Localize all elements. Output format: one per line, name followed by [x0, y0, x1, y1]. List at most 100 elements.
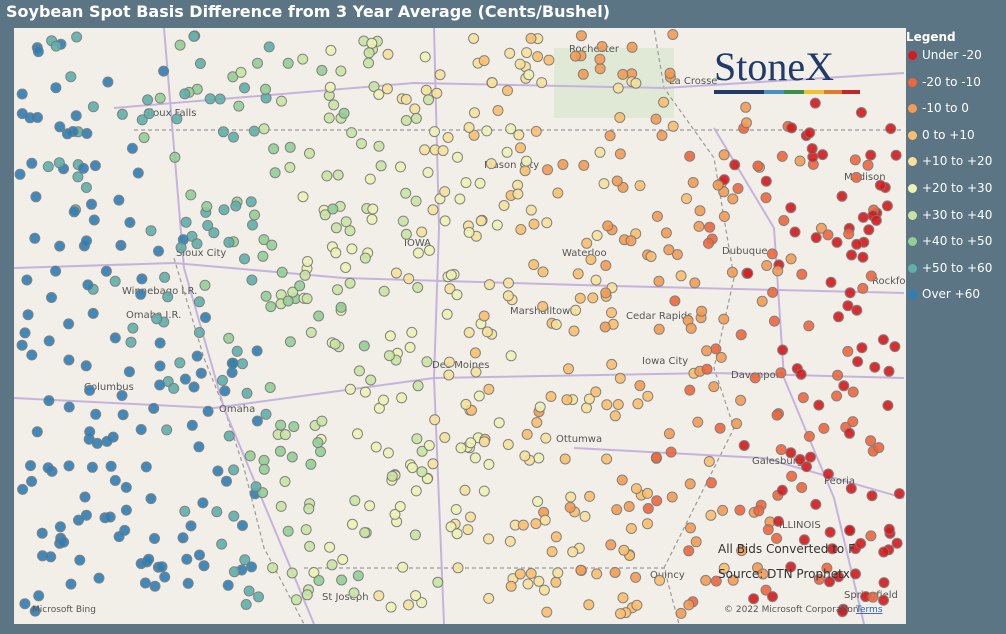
bid-dot: [328, 99, 340, 111]
bid-dot: [541, 217, 553, 229]
bid-dot: [771, 532, 783, 544]
bid-dot: [866, 490, 878, 502]
bid-dot: [63, 354, 75, 366]
bid-dot: [591, 230, 603, 241]
bid-dot: [316, 415, 328, 427]
bid-dot: [29, 232, 41, 244]
bid-dot: [583, 599, 595, 611]
bid-dot: [539, 514, 551, 526]
bid-dot: [654, 574, 666, 586]
bid-dot: [302, 256, 313, 267]
legend-swatch: [908, 237, 917, 247]
legend-swatch: [908, 263, 917, 273]
bid-dot: [478, 485, 490, 497]
bid-dot: [434, 69, 446, 81]
bid-dot: [241, 387, 253, 399]
bid-dot: [191, 350, 203, 362]
bid-dot: [437, 145, 449, 157]
bid-dot: [195, 367, 207, 379]
legend-title: Legend: [906, 30, 956, 44]
bid-dot: [502, 439, 514, 450]
bid-dot: [609, 567, 621, 578]
bid-dot: [837, 606, 848, 618]
bid-dot: [36, 527, 48, 539]
bid-dot: [258, 123, 270, 135]
bid-dot: [727, 193, 739, 205]
bid-dot: [282, 525, 294, 537]
bid-dot: [400, 228, 412, 240]
note: All Bids Converted to F: [718, 542, 855, 556]
bid-dot: [681, 193, 692, 205]
bid-dot: [154, 360, 166, 372]
bid-dot: [735, 394, 747, 406]
bid-dot: [596, 41, 608, 52]
bid-dot: [843, 228, 855, 240]
bid-dot: [429, 414, 441, 426]
bid-dot: [878, 546, 890, 558]
bid-dot: [54, 240, 66, 252]
bid-dot: [642, 390, 654, 402]
bid-dot: [243, 585, 255, 597]
bid-dot: [217, 374, 228, 386]
bid-dot: [180, 216, 192, 228]
bid-dot: [797, 392, 809, 404]
bid-dot: [775, 367, 787, 379]
bid-dot: [223, 430, 235, 442]
bid-dot: [775, 444, 787, 456]
bid-dot: [618, 544, 630, 556]
bid-dot: [443, 356, 455, 368]
bid-dot: [469, 347, 481, 359]
bid-dot: [324, 541, 336, 553]
bid-dot: [19, 327, 31, 339]
bid-dot: [565, 491, 577, 503]
bid-dot: [394, 501, 406, 512]
bid-dot: [463, 327, 475, 338]
bid-dot: [452, 562, 464, 574]
legend-label: +20 to +30: [922, 180, 993, 195]
bid-dot: [386, 470, 398, 482]
bid-dot: [813, 399, 825, 411]
bid-dot: [563, 363, 574, 375]
bid-dot: [86, 198, 97, 210]
bid-dot: [194, 549, 205, 561]
bid-dot: [123, 366, 135, 378]
bid-dot: [671, 249, 683, 260]
legend-swatch: [908, 104, 917, 114]
bid-dot: [249, 209, 260, 221]
bid-dot: [423, 440, 435, 451]
bid-dot: [519, 165, 531, 177]
bid-dot: [346, 518, 358, 530]
bid-dot: [329, 338, 341, 350]
bid-dot: [421, 356, 433, 368]
bid-dot: [198, 560, 210, 572]
bid-dot: [410, 590, 422, 602]
bid-dot: [469, 107, 480, 119]
bid-dot: [80, 360, 92, 372]
terms-link[interactable]: Terms: [855, 605, 883, 615]
bid-dot: [614, 148, 626, 160]
bid-dot: [356, 138, 367, 150]
bid-dot: [689, 277, 701, 289]
bid-dot: [335, 301, 347, 313]
bid-dot: [810, 498, 822, 510]
bid-dot: [552, 567, 564, 579]
bid-dot: [337, 554, 349, 565]
bid-dot: [25, 460, 36, 472]
bid-dot: [101, 435, 113, 447]
bid-dot: [856, 342, 868, 354]
bid-dot: [422, 167, 434, 178]
bid-dot: [284, 141, 296, 153]
place-label: Dubuque: [722, 246, 768, 257]
bid-dot: [260, 408, 272, 420]
bid-dot: [299, 269, 311, 281]
bid-dot: [740, 101, 752, 113]
bid-dot: [247, 219, 258, 231]
bid-dot: [191, 238, 203, 250]
bid-dot: [276, 95, 287, 107]
bid-dot: [197, 497, 209, 509]
bid-dot: [444, 283, 456, 295]
bid-dot: [491, 219, 503, 231]
bid-dot: [65, 578, 77, 590]
bid-dot: [382, 447, 394, 459]
legend-label: Over +60: [922, 287, 981, 302]
